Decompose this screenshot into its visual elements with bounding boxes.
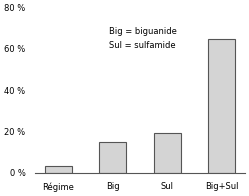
Bar — [99, 142, 126, 173]
Bar — [45, 166, 72, 173]
Bar — [208, 39, 235, 173]
Text: Big = biguanide
Sul = sulfamide: Big = biguanide Sul = sulfamide — [109, 27, 176, 50]
Bar — [154, 133, 181, 173]
